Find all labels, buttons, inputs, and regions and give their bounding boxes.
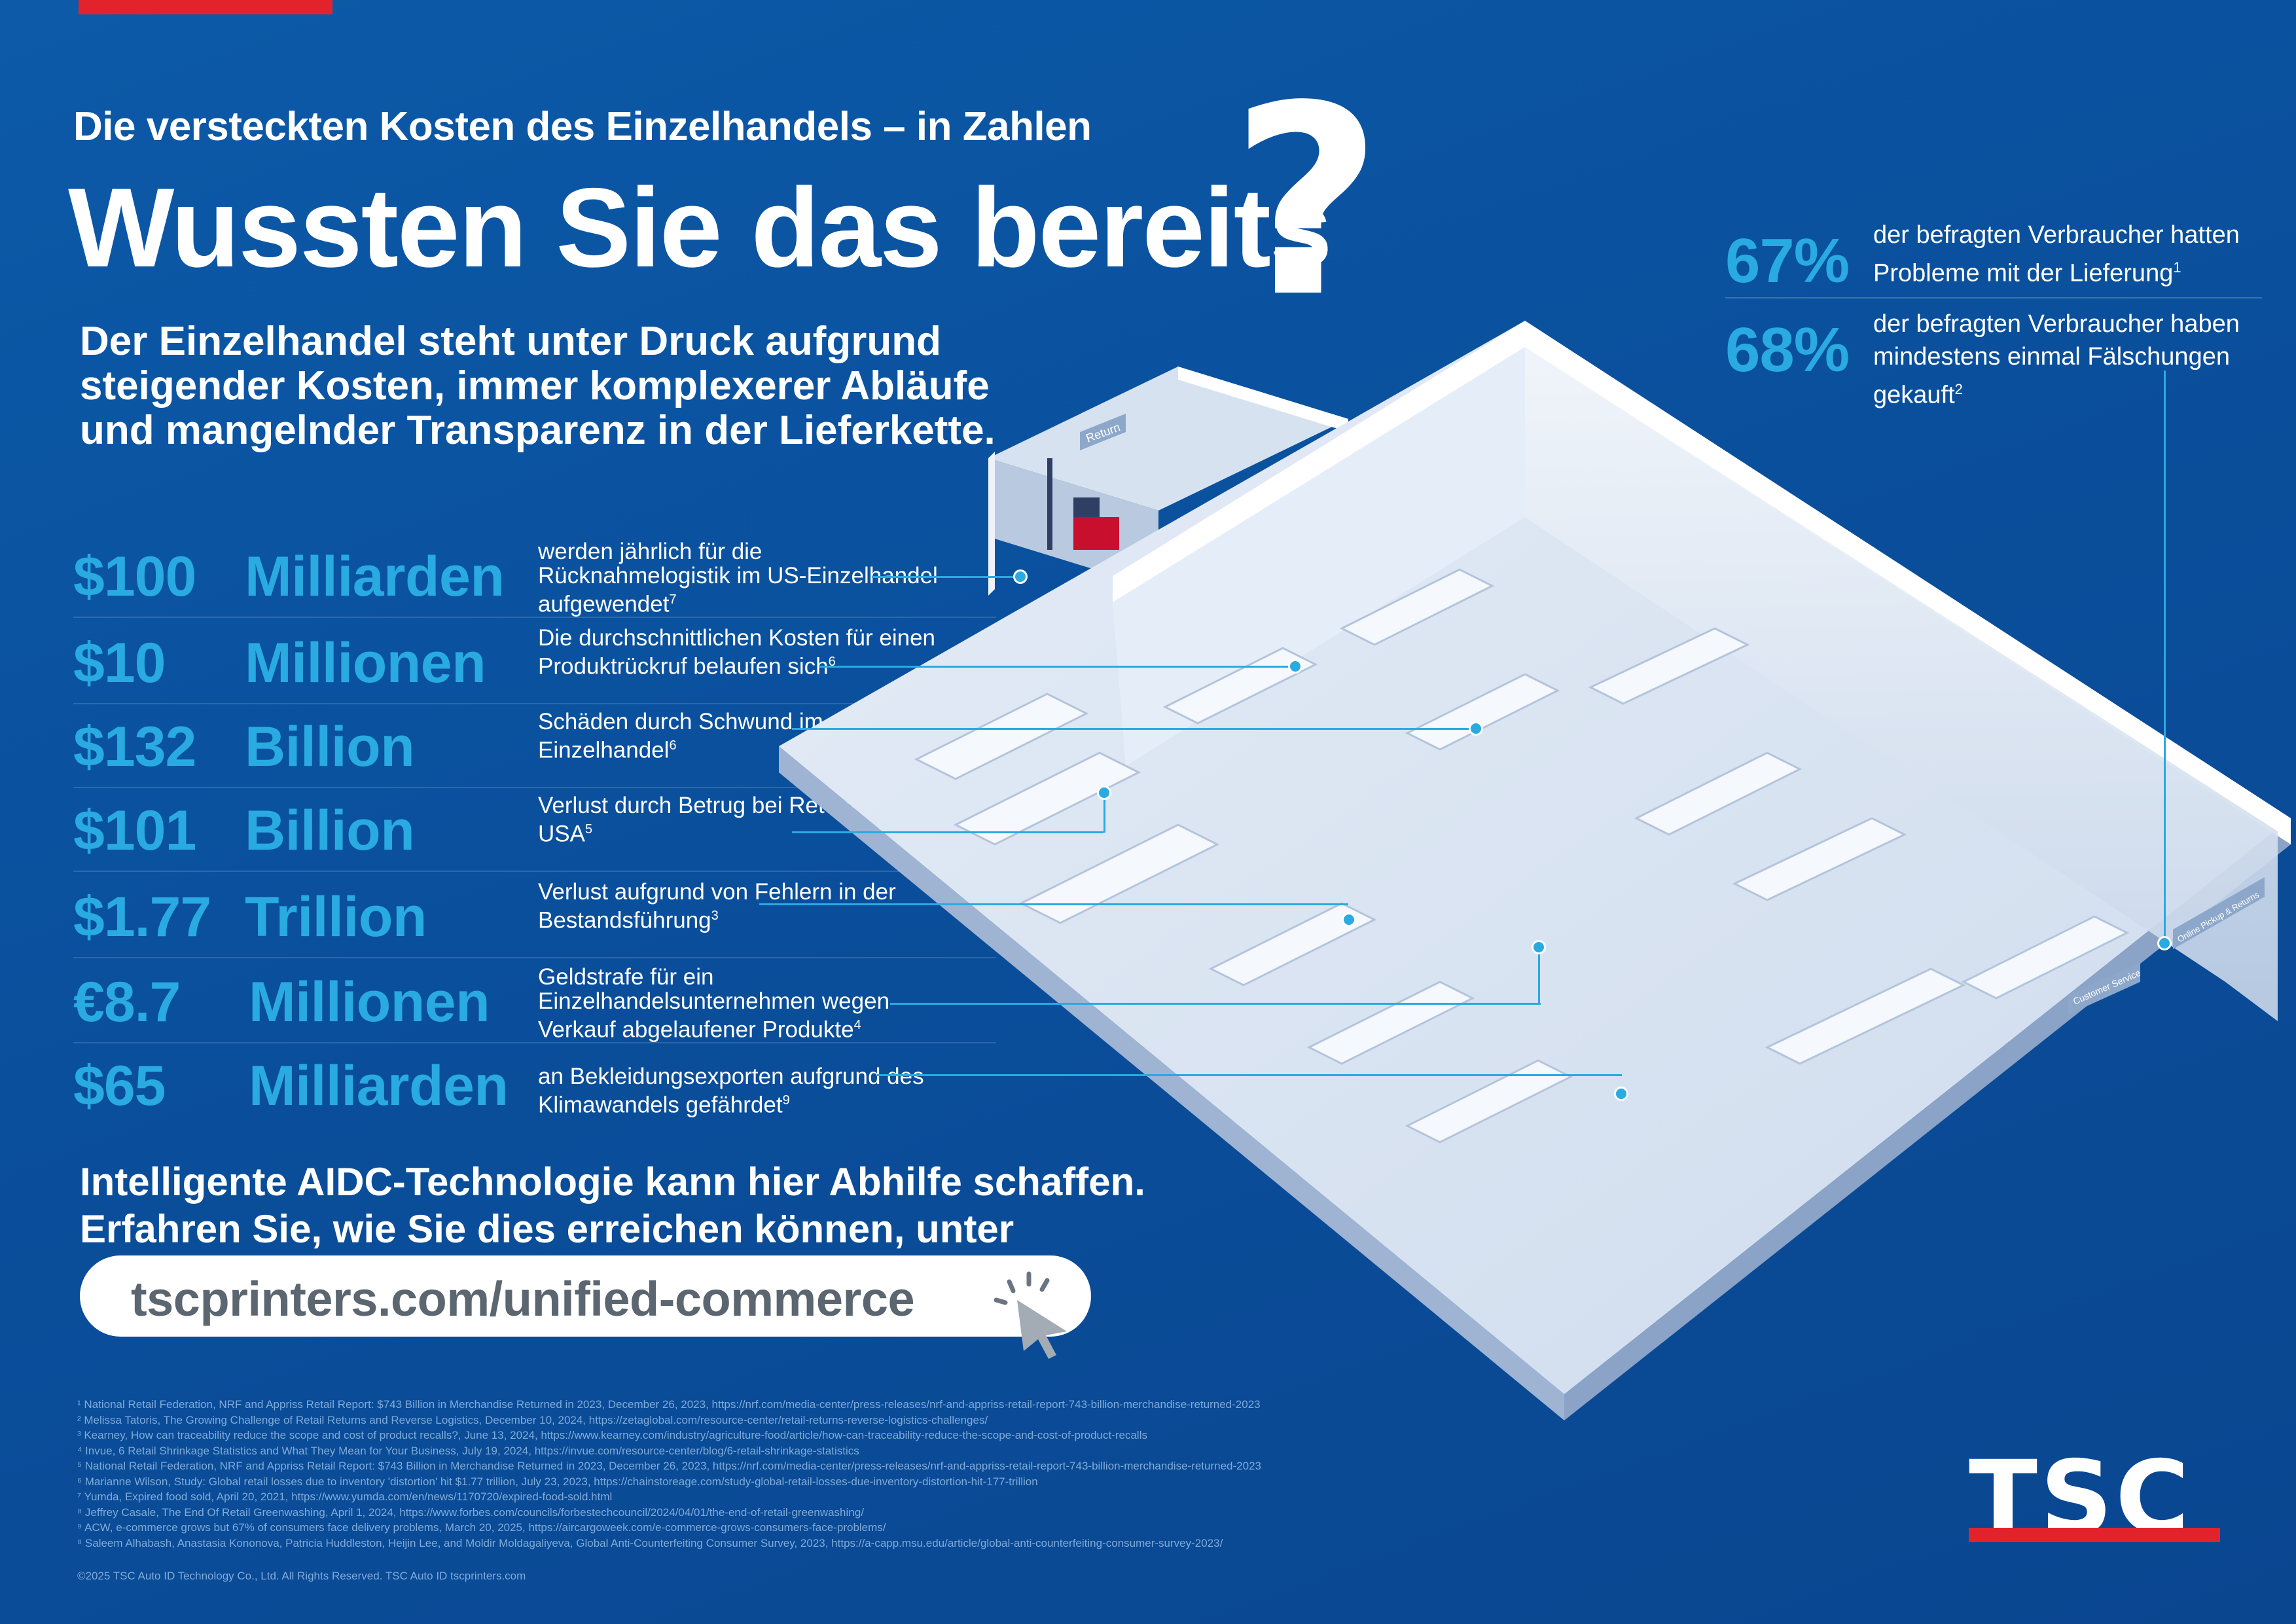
leader-line xyxy=(819,666,1296,668)
footnote: ⁴ Invue, 6 Retail Shrinkage Statistics a… xyxy=(77,1444,859,1457)
logo-red-bar xyxy=(1969,1528,2220,1542)
leader-dot xyxy=(2157,936,2172,950)
leader-dot xyxy=(1097,785,1111,800)
intro-text: Der Einzelhandel steht unter Druck aufgr… xyxy=(80,319,996,453)
top-red-bar xyxy=(79,0,332,14)
stat-row: $100 Milliarden werden jährlich für die … xyxy=(73,538,996,618)
stat-unit: Billion xyxy=(245,715,415,778)
leader-line xyxy=(759,903,1348,905)
cursor-click-icon xyxy=(994,1271,1067,1359)
footnote: ⁸ Saleem Alhabash, Anastasia Kononova, P… xyxy=(77,1536,1223,1549)
stat-unit: Billion xyxy=(245,799,415,862)
footnote: ¹ National Retail Federation, NRF and Ap… xyxy=(77,1398,1261,1411)
footnote: ⁸ Jeffrey Casale, The End Of Retail Gree… xyxy=(77,1506,864,1519)
stat-description: Die durchschnittlichen Kosten für einen … xyxy=(538,625,936,679)
url-text[interactable]: tscprinters.com/unified-commerce xyxy=(131,1272,915,1326)
stat-number: $1.77 xyxy=(73,886,211,948)
stat-row: $1.77 Trillion Verlust aufgrund von Fehl… xyxy=(73,878,996,958)
leader-dot xyxy=(1342,912,1356,927)
footnote: ⁵ National Retail Federation, NRF and Ap… xyxy=(77,1460,1261,1472)
stat-description: an Bekleidungsexporten aufgrund des Klim… xyxy=(538,1064,924,1118)
stat-number: €8.7 xyxy=(73,971,181,1034)
copyright: ©2025 TSC Auto ID Technology Co., Ltd. A… xyxy=(77,1570,526,1582)
leader-dot xyxy=(1614,1087,1628,1101)
right-stat: 68% der befragten Verbraucher haben mind… xyxy=(1725,308,2262,409)
leader-line xyxy=(792,831,1103,833)
stat-number: $101 xyxy=(73,799,196,862)
cta-line-2: Erfahren Sie, wie Sie dies erreichen kön… xyxy=(80,1207,1014,1251)
right-stat-percent: 67% xyxy=(1725,226,1850,296)
leader-line xyxy=(2164,370,2166,940)
stat-number: $132 xyxy=(73,715,196,778)
question-mark-icon: ? xyxy=(1230,50,1383,355)
stat-unit: Milliarden xyxy=(249,1055,509,1117)
footnotes: ¹ National Retail Federation, NRF and Ap… xyxy=(77,1397,1517,1551)
leader-line xyxy=(1103,793,1105,833)
stat-number: $10 xyxy=(73,632,166,695)
right-stat: 67% der befragten Verbraucher hatten Pro… xyxy=(1725,219,2262,317)
stat-row: €8.7 Millionen Geldstrafe für ein Einzel… xyxy=(73,964,996,1043)
cta-line-1: Intelligente AIDC-Technologie kann hier … xyxy=(80,1160,1145,1204)
tsc-logo: TSC xyxy=(1969,1448,2220,1549)
stat-description: Verlust aufgrund von Fehlern in der Best… xyxy=(538,879,896,933)
stat-row: $65 Milliarden an Bekleidungsexporten au… xyxy=(73,1047,996,1126)
footnote: ³ Kearney, How can traceability reduce t… xyxy=(77,1429,1147,1441)
stat-description: werden jährlich für die Rücknahmelogisti… xyxy=(538,539,938,617)
stat-unit: Milliarden xyxy=(245,545,505,608)
footnote: ⁶ Marianne Wilson, Study: Global retail … xyxy=(77,1475,1038,1488)
leader-line xyxy=(1538,948,1540,1004)
stat-unit: Millionen xyxy=(249,971,490,1034)
leader-dot xyxy=(1469,721,1483,736)
page-title: Wussten Sie das bereits xyxy=(68,165,1333,291)
right-stat-percent: 68% xyxy=(1725,315,1850,385)
right-stat-description: der befragten Verbraucher hatten Problem… xyxy=(1873,221,2240,287)
store-illustration: Return Customer Service Online Pickup & … xyxy=(779,321,2291,1420)
stat-number: $100 xyxy=(73,545,196,608)
leader-line xyxy=(877,1074,1622,1076)
stat-unit: Trillion xyxy=(245,886,427,948)
stat-row: $101 Billion Verlust durch Betrug bei Re… xyxy=(73,792,996,872)
footnote: ⁷ Yumda, Expired food sold, April 20, 20… xyxy=(77,1490,613,1503)
leader-line xyxy=(872,576,1021,578)
leader-line xyxy=(890,1003,1541,1005)
leader-dot xyxy=(1532,940,1546,954)
page-subtitle: Die versteckten Kosten des Einzelhandels… xyxy=(73,104,1092,149)
leader-dot xyxy=(1013,569,1028,584)
stat-row: $10 Millionen Die durchschnittlichen Kos… xyxy=(73,624,996,704)
url-link[interactable]: tscprinters.com/unified-commerce xyxy=(80,1255,1091,1359)
cta-text: Intelligente AIDC-Technologie kann hier … xyxy=(80,1159,1193,1253)
stat-number: $65 xyxy=(73,1055,166,1117)
forklift-icon xyxy=(1047,458,1119,550)
leader-dot xyxy=(1288,659,1302,674)
shelves xyxy=(914,568,2130,1144)
stat-description: Geldstrafe für ein Einzelhandelsunterneh… xyxy=(538,964,890,1043)
footnote: ² Melissa Tatoris, The Growing Challenge… xyxy=(77,1413,988,1426)
leader-line xyxy=(792,728,1478,730)
right-stat-divider xyxy=(1725,297,2262,298)
right-stat-description: der befragten Verbraucher haben mindeste… xyxy=(1873,310,2240,409)
store-walls xyxy=(1113,321,2291,1021)
footnote: ⁹ ACW, e-commerce grows but 67% of consu… xyxy=(77,1521,886,1534)
stat-unit: Millionen xyxy=(245,632,486,695)
